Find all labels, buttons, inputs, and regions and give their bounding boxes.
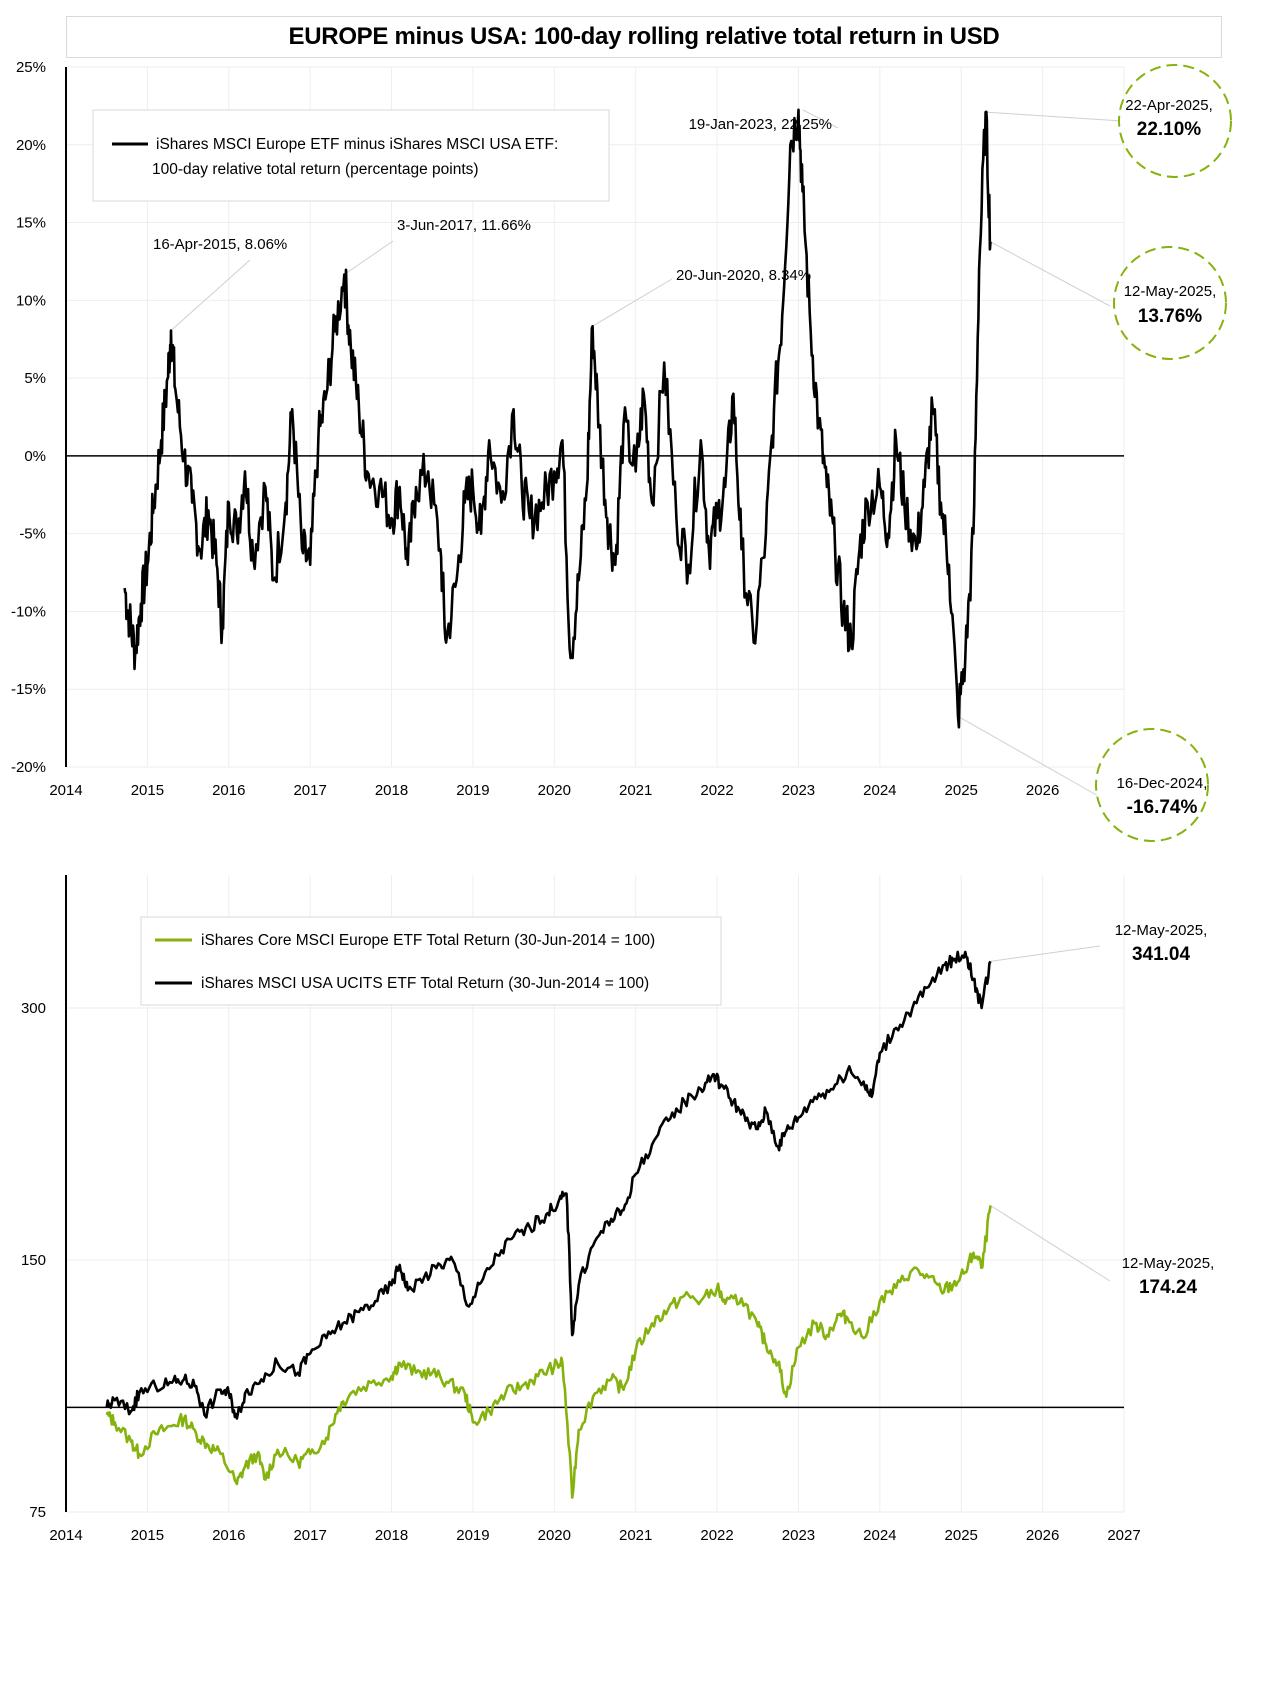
bottom-series: [105, 950, 992, 1499]
top-x-tick-label: 2024: [863, 782, 896, 799]
top-y-tick-label: 10%: [16, 292, 46, 309]
annotation-value: -16.74%: [1127, 797, 1198, 818]
bottom-chart: 300 150 75 2014 2015 2016 2017 2018 2019 2020 202…: [21, 875, 1214, 1544]
annotation-label: 16-Dec-2024,: [1117, 775, 1208, 792]
annotation-highlight-circle: [1095, 728, 1209, 842]
top-y-tick-label: -10%: [11, 603, 46, 620]
annotation-value: 13.76%: [1138, 306, 1203, 327]
bottom-y-axis-ticks: 300 150 75: [21, 1000, 46, 1521]
annotation-label: 3-Jun-2017, 11.66%: [397, 217, 531, 234]
bottom-y-tick-label: 300: [21, 1000, 46, 1017]
bottom-series-line-europe: [105, 1205, 992, 1499]
top-series-line-europe-minus-usa: [123, 108, 992, 729]
bottom-y-tick-label: 150: [21, 1252, 46, 1269]
bottom-x-tick-label: 2026: [1026, 1527, 1059, 1544]
annotation-value: 174.24: [1139, 1277, 1198, 1298]
bottom-x-tick-label: 2016: [212, 1527, 245, 1544]
annotation-leader-line: [990, 945, 1101, 962]
bottom-x-tick-label: 2024: [863, 1527, 896, 1544]
top-x-tick-label: 2023: [782, 782, 815, 799]
bottom-legend-usa: iShares MSCI USA UCITS ETF Total Return …: [201, 975, 649, 992]
annotation-label: 22-Apr-2025,: [1125, 97, 1213, 114]
annotation-leader-line: [592, 278, 673, 327]
top-legend: iShares MSCI Europe ETF minus iShares MS…: [92, 109, 610, 202]
top-x-tick-label: 2026: [1026, 782, 1059, 799]
bottom-legend: iShares Core MSCI Europe ETF Total Retur…: [140, 916, 722, 1006]
top-y-axis-ticks: 25% 20% 15% 10% 5% 0% -5% -10% -15% -20%: [11, 59, 46, 776]
annotation-leader-line: [985, 111, 1123, 122]
annotation-leader-line: [957, 715, 1101, 798]
annotation-highlight-circle: [1118, 64, 1232, 178]
bottom-annotation-leaders: [990, 945, 1111, 1282]
annotation-highlight-circle: [1113, 246, 1227, 360]
bottom-series-line-usa: [105, 950, 992, 1420]
top-y-tick-label: 15%: [16, 215, 46, 232]
top-legend-line-2: 100-day relative total return (percentag…: [152, 161, 479, 178]
bottom-x-tick-label: 2021: [619, 1527, 652, 1544]
bottom-x-tick-label: 2015: [131, 1527, 164, 1544]
bottom-y-tick-label: 75: [29, 1504, 46, 1521]
top-x-tick-label: 2025: [945, 782, 978, 799]
bottom-annotations: 12-May-2025, 341.04 12-May-2025, 174.24: [1115, 922, 1215, 1298]
annotation-leader-line: [344, 240, 394, 275]
top-x-tick-label: 2016: [212, 782, 245, 799]
top-series: [123, 108, 992, 729]
bottom-x-tick-label: 2019: [456, 1527, 489, 1544]
annotation-value: 341.04: [1132, 944, 1191, 965]
annotation-leader-line: [990, 1205, 1111, 1282]
annotation-label: 12-May-2025,: [1122, 1255, 1215, 1272]
bottom-x-tick-label: 2025: [945, 1527, 978, 1544]
top-legend-line-1: iShares MSCI Europe ETF minus iShares MS…: [156, 136, 558, 153]
top-x-tick-label: 2020: [538, 782, 571, 799]
top-x-tick-label: 2022: [700, 782, 733, 799]
annotation-label: 20-Jun-2020, 8.34%: [676, 267, 811, 284]
top-x-tick-label: 2014: [49, 782, 82, 799]
top-legend-box: [92, 109, 610, 202]
top-y-tick-label: -20%: [11, 759, 46, 776]
annotation-leader-line: [170, 259, 251, 331]
top-x-tick-label: 2017: [293, 782, 326, 799]
top-x-axis-ticks: 2014 2015 2016 2017 2018 2019 2020 2021 2022 2023…: [49, 782, 1140, 799]
bottom-x-tick-label: 2027: [1107, 1527, 1140, 1544]
bottom-legend-europe: iShares Core MSCI Europe ETF Total Retur…: [201, 932, 655, 949]
top-y-tick-label: -5%: [19, 526, 46, 543]
bottom-x-axis-ticks: 2014 2015 2016 2017 2018 2019 2020 2021 2022 2023…: [49, 1527, 1140, 1544]
annotation-label: 19-Jan-2023, 22.25%: [689, 116, 832, 133]
annotation-label: 12-May-2025,: [1124, 283, 1217, 300]
top-y-tick-label: 20%: [16, 137, 46, 154]
bottom-x-tick-label: 2018: [375, 1527, 408, 1544]
annotation-label: 12-May-2025,: [1115, 922, 1208, 939]
bottom-x-tick-label: 2023: [782, 1527, 815, 1544]
bottom-x-tick-label: 2022: [700, 1527, 733, 1544]
top-chart: 25% 20% 15% 10% 5% 0% -5% -10% -15% -20% 2014 2015…: [11, 59, 1232, 842]
annotation-label: 16-Apr-2015, 8.06%: [153, 236, 287, 253]
top-y-tick-label: 0%: [24, 448, 46, 465]
top-y-tick-label: 5%: [24, 370, 46, 387]
bottom-x-tick-label: 2014: [49, 1527, 82, 1544]
top-x-tick-label: 2018: [375, 782, 408, 799]
bottom-legend-box: [140, 916, 722, 1006]
top-x-tick-label: 2015: [131, 782, 164, 799]
top-x-tick-label: 2021: [619, 782, 652, 799]
top-x-tick-label: 2019: [456, 782, 489, 799]
annotation-value: 22.10%: [1137, 119, 1202, 140]
top-annotation-leaders: [170, 109, 1123, 798]
chart-title: EUROPE minus USA: 100-day rolling relati…: [288, 23, 1000, 50]
chart-title-box: EUROPE minus USA: 100-day rolling relati…: [66, 16, 1222, 58]
top-annotations: 16-Apr-2015, 8.06% 3-Jun-2017, 11.66% 20-J…: [153, 64, 1232, 842]
bottom-x-tick-label: 2020: [538, 1527, 571, 1544]
top-y-tick-label: 25%: [16, 59, 46, 76]
bottom-x-tick-label: 2017: [293, 1527, 326, 1544]
annotation-leader-line: [990, 241, 1111, 307]
annotation-leader-line: [802, 109, 839, 129]
top-y-tick-label: -15%: [11, 681, 46, 698]
